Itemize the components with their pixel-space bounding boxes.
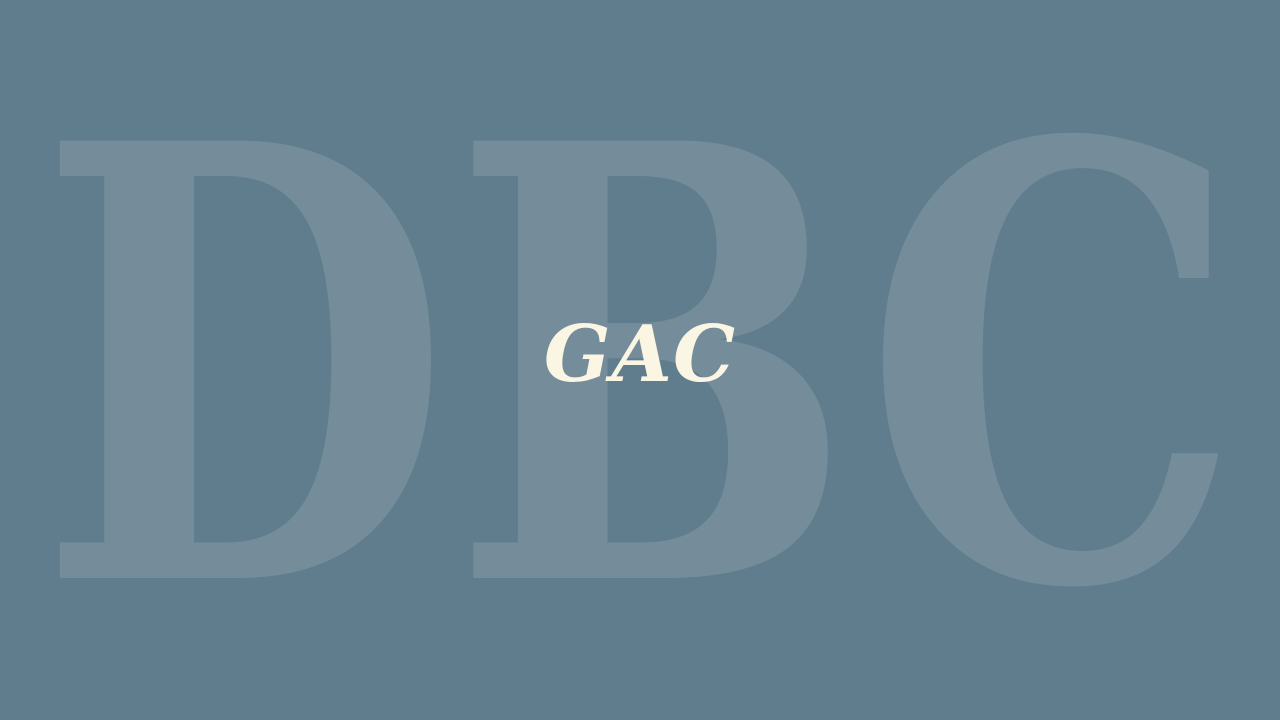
background-letters-text: DBC — [38, 15, 1243, 720]
center-title: GAC — [543, 309, 737, 400]
